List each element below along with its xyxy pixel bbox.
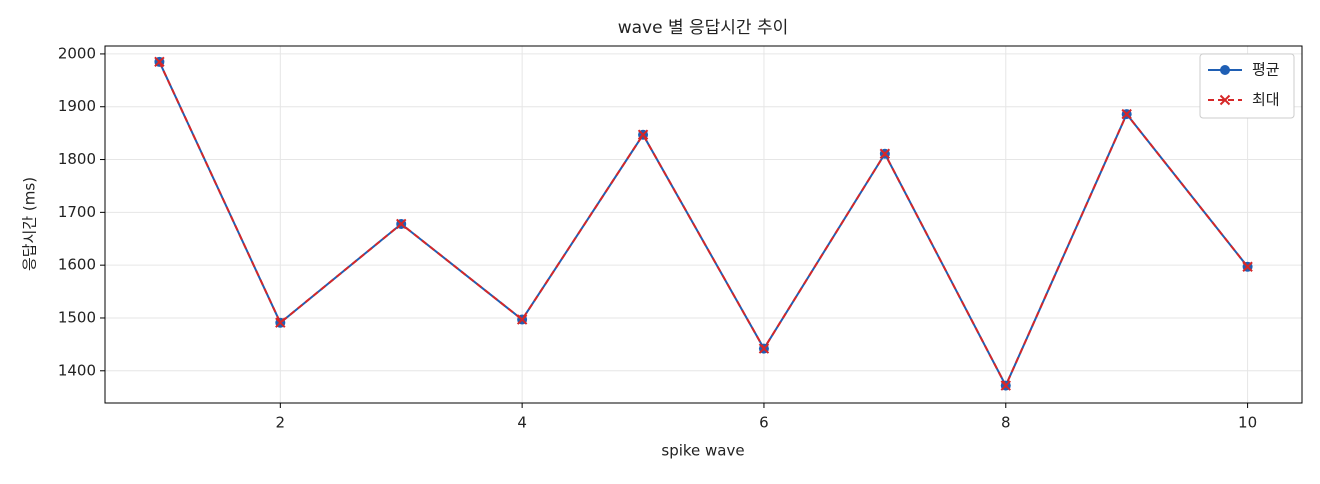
y-tick-label: 1500 xyxy=(58,308,96,326)
y-tick-label: 1400 xyxy=(58,361,96,379)
y-tick-label: 1700 xyxy=(58,203,96,221)
marker xyxy=(275,317,286,328)
marker xyxy=(758,343,770,354)
marker xyxy=(637,129,649,140)
y-axis-label: 응답시간 (ms) xyxy=(21,177,39,271)
marker xyxy=(879,148,891,159)
legend-marker xyxy=(1219,94,1231,106)
legend-box xyxy=(1199,53,1295,119)
x-axis-label: spike wave xyxy=(661,442,744,460)
marker xyxy=(396,218,407,230)
legend-label: 평균 xyxy=(1252,61,1280,79)
y-tick-label: 1800 xyxy=(58,150,96,168)
x-tick-label: 4 xyxy=(517,414,527,432)
marker xyxy=(1000,380,1011,391)
marker xyxy=(1242,261,1253,272)
y-tick-label: 1600 xyxy=(58,256,96,274)
y-tick-label: 1900 xyxy=(58,97,96,115)
marker xyxy=(154,56,165,68)
x-tick-label: 10 xyxy=(1238,414,1257,432)
legend-label: 최대 xyxy=(1252,91,1280,109)
series-line xyxy=(158,61,1249,388)
plot-frame xyxy=(104,45,1303,404)
y-tick-label: 2000 xyxy=(58,44,96,62)
x-tick-label: 8 xyxy=(1001,414,1011,432)
x-tick-label: 6 xyxy=(759,414,769,432)
marker xyxy=(1121,108,1132,120)
x-tick-label: 2 xyxy=(276,414,286,432)
chart-title: wave 별 응답시간 추이 xyxy=(618,18,789,38)
legend-marker xyxy=(1220,65,1230,75)
marker xyxy=(516,314,528,325)
